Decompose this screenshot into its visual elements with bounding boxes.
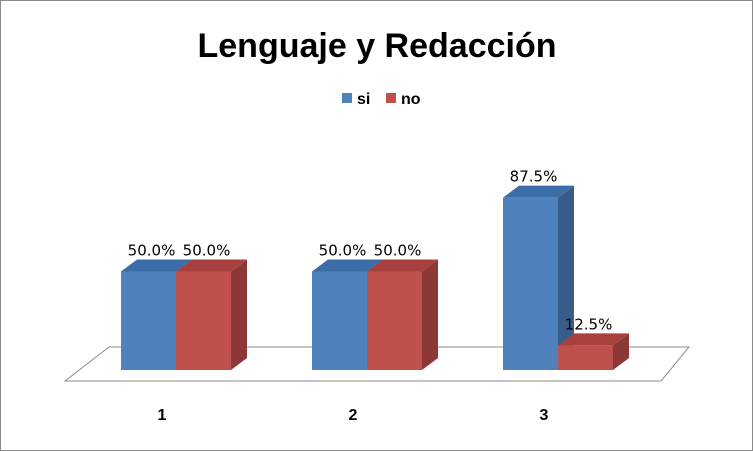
bar-front xyxy=(121,271,176,370)
bar-side xyxy=(422,259,438,370)
bar-front xyxy=(312,271,367,370)
bar-no-2 xyxy=(367,259,438,370)
data-label-no-3: 12.5% xyxy=(565,315,613,333)
legend-label-si: si xyxy=(357,91,370,108)
data-label-no-1: 50.0% xyxy=(183,242,231,260)
data-label-no-2: 50.0% xyxy=(374,242,422,260)
data-label-si-2: 50.0% xyxy=(319,242,367,260)
bars xyxy=(121,185,629,370)
bar-top xyxy=(367,259,438,272)
category-label-3: 3 xyxy=(540,407,549,424)
bar-front xyxy=(176,271,231,370)
bar-front xyxy=(558,345,613,370)
bar-front xyxy=(503,197,558,370)
bar-top xyxy=(558,333,629,346)
bar-side xyxy=(231,259,247,370)
data-label-si-3: 87.5% xyxy=(510,168,558,186)
bar-top xyxy=(121,259,192,272)
bar-side xyxy=(558,185,574,370)
data-labels: 50.0% 50.0% 50.0% 50.0% 87.5% 12.5% xyxy=(128,168,613,334)
legend-swatch-no xyxy=(386,93,396,103)
legend-label-no: no xyxy=(401,91,421,108)
legend-swatch-si xyxy=(342,93,352,103)
bar-top xyxy=(176,259,247,272)
data-label-si-1: 50.0% xyxy=(128,242,176,260)
bar-side xyxy=(613,333,629,370)
bar-top xyxy=(312,259,383,272)
category-labels: 1 2 3 xyxy=(158,407,549,424)
bar-front xyxy=(367,271,422,370)
bar-top xyxy=(503,185,574,198)
legend: si no xyxy=(342,91,421,108)
bar-no-3 xyxy=(558,333,629,370)
chart-title: Lenguaje y Redacción xyxy=(198,27,557,65)
category-label-1: 1 xyxy=(158,407,167,424)
category-label-2: 2 xyxy=(349,407,358,424)
bar-si-3 xyxy=(503,185,574,370)
bar-no-1 xyxy=(176,259,247,370)
